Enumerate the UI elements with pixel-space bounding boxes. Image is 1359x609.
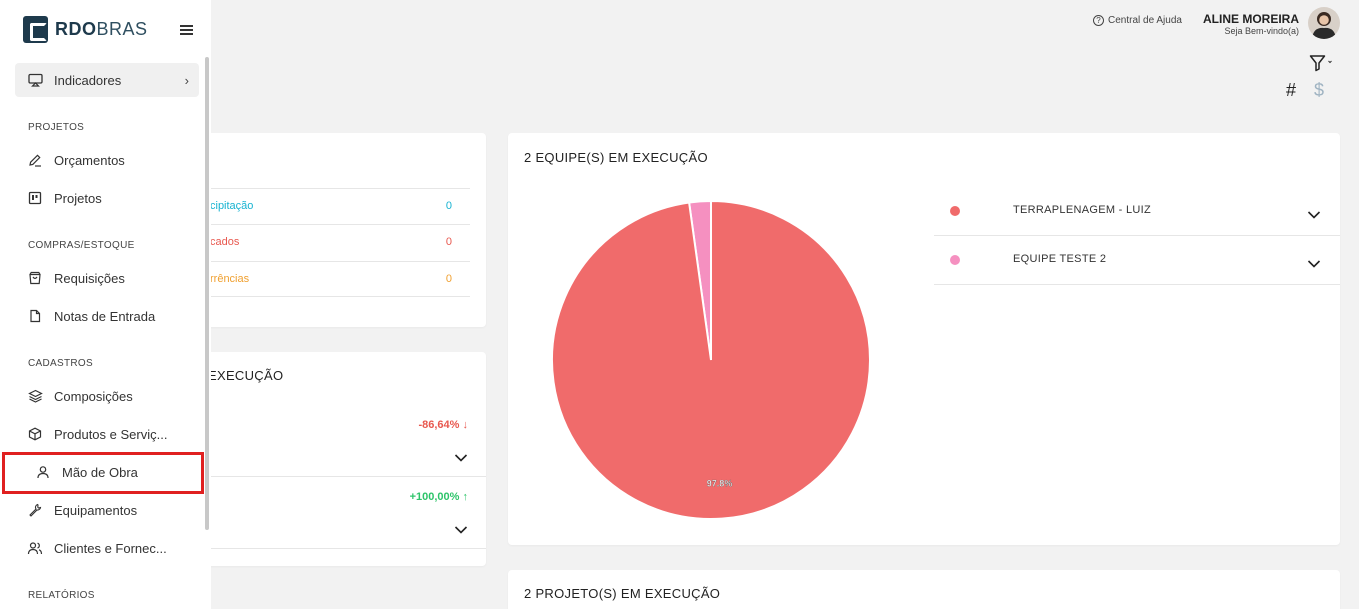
sidebar-item-label: Orçamentos	[54, 152, 125, 168]
sidebar-item-composicoes[interactable]: Composições	[15, 379, 199, 413]
sidebar-scrollbar[interactable]	[205, 57, 209, 530]
legend-dot	[950, 255, 960, 265]
monitor-icon	[27, 72, 43, 88]
sidebar-item-equipamentos[interactable]: Equipamentos	[15, 493, 199, 527]
list-item[interactable]: cipitação 0	[210, 188, 470, 224]
legend-label: EQUIPE TESTE 2	[1013, 253, 1107, 265]
row-label: rrências	[210, 273, 250, 285]
user-name[interactable]: ALINE MOREIRA	[1203, 12, 1299, 26]
change-percent: +100,00% ↑	[409, 491, 469, 503]
count-toggle[interactable]: #	[1286, 80, 1297, 100]
arrow-up-icon: ↑	[462, 491, 469, 503]
pie-chart: 97.8%	[551, 199, 871, 520]
pencil-icon	[27, 152, 43, 168]
shopping-bag-icon	[27, 270, 43, 286]
chevron-down-icon[interactable]	[1307, 207, 1321, 219]
sidebar: RDOBRAS Indicadores › PROJETOS Orçamento…	[0, 0, 211, 609]
pie-slice-terraplenagem-luiz[interactable]	[551, 199, 871, 520]
sidebar-item-label: Equipamentos	[54, 502, 138, 518]
divider	[190, 476, 486, 477]
list-item[interactable]: rrências 0	[210, 261, 470, 297]
sidebar-item-label: Composições	[54, 388, 133, 404]
sidebar-item-mao-de-obra[interactable]: Mão de Obra	[23, 455, 199, 489]
execution-card: EXECUÇÃO -86,64% ↓ +100,00% ↑	[190, 352, 486, 566]
section-title-compras: COMPRAS/ESTOQUE	[28, 240, 135, 251]
help-link[interactable]: ? Central de Ajuda	[1093, 15, 1182, 26]
sidebar-item-label: Projetos	[54, 190, 102, 206]
logo-text: RDOBRAS	[55, 19, 148, 39]
projects-card: 2 PROJETO(S) EM EXECUÇÃO	[508, 570, 1340, 609]
sidebar-item-label: Indicadores	[54, 72, 122, 88]
legend-item-terraplenagem[interactable]: TERRAPLENAGEM - LUIZ	[934, 187, 1340, 236]
change-percent: -86,64% ↓	[418, 419, 468, 431]
legend-item-equipe-teste-2[interactable]: EQUIPE TESTE 2	[934, 236, 1340, 285]
kanban-icon	[27, 190, 43, 206]
arrow-down-icon: ↓	[462, 419, 469, 431]
sidebar-item-notas-de-entrada[interactable]: Notas de Entrada	[15, 299, 199, 333]
chevron-down-icon[interactable]	[1307, 256, 1321, 268]
avatar[interactable]	[1308, 7, 1340, 39]
section-title-projetos: PROJETOS	[28, 122, 85, 133]
question-icon: ?	[1093, 15, 1104, 26]
card-title: EXECUÇÃO	[208, 368, 284, 383]
section-title-relatorios: RELATÓRIOS	[28, 590, 95, 601]
card-title: 2 PROJETO(S) EM EXECUÇÃO	[524, 586, 721, 601]
legend-dot	[950, 206, 960, 216]
user-icon	[35, 464, 51, 480]
sidebar-item-requisicoes[interactable]: Requisições	[15, 261, 199, 295]
chevron-down-icon[interactable]	[454, 522, 468, 534]
menu-toggle-icon[interactable]	[180, 25, 193, 35]
value-toggle[interactable]: $	[1314, 80, 1325, 100]
filter-icon[interactable]	[1309, 54, 1332, 72]
file-icon	[27, 308, 43, 324]
sidebar-item-label: Notas de Entrada	[54, 308, 156, 324]
row-label: cipitação	[210, 200, 254, 212]
logo-icon	[23, 16, 48, 43]
wrench-icon	[27, 502, 43, 518]
help-label: Central de Ajuda	[1108, 15, 1182, 26]
row-label: cados	[210, 236, 240, 248]
chevron-right-icon: ›	[184, 72, 189, 88]
sidebar-item-clientes-fornecedores[interactable]: Clientes e Fornec...	[15, 531, 199, 565]
divider	[190, 548, 486, 549]
selection-highlight	[2, 452, 204, 494]
sidebar-item-projetos[interactable]: Projetos	[15, 181, 199, 215]
card-title: 2 EQUIPE(S) EM EXECUÇÃO	[524, 150, 708, 165]
occurrences-card: cipitação 0 cados 0 rrências 0	[190, 133, 486, 327]
sidebar-item-label: Mão de Obra	[62, 464, 138, 480]
sidebar-item-label: Produtos e Serviç...	[54, 426, 168, 442]
legend-label: TERRAPLENAGEM - LUIZ	[1013, 204, 1152, 216]
row-value: 0	[445, 236, 452, 248]
list-item[interactable]: cados 0	[210, 224, 470, 260]
users-icon	[27, 540, 43, 556]
row-value: 0	[445, 200, 452, 212]
sidebar-item-label: Clientes e Fornec...	[54, 540, 167, 556]
chevron-down-icon[interactable]	[454, 450, 468, 462]
sidebar-item-label: Requisições	[54, 270, 125, 286]
sidebar-item-orcamentos[interactable]: Orçamentos	[15, 143, 199, 177]
sidebar-item-produtos-servicos[interactable]: Produtos e Serviç...	[15, 417, 199, 451]
layers-icon	[27, 388, 43, 404]
app-logo[interactable]: RDOBRAS	[23, 16, 148, 43]
teams-card: 2 EQUIPE(S) EM EXECUÇÃO 97.8% TERRAPLENA…	[508, 133, 1340, 545]
pie-data-label: 97.8%	[707, 479, 733, 489]
section-title-cadastros: CADASTROS	[28, 358, 93, 369]
user-greeting: Seja Bem-vindo(a)	[1224, 26, 1299, 36]
row-value: 0	[445, 273, 452, 285]
sidebar-item-indicadores[interactable]: Indicadores ›	[15, 63, 199, 97]
box-icon	[27, 426, 43, 442]
